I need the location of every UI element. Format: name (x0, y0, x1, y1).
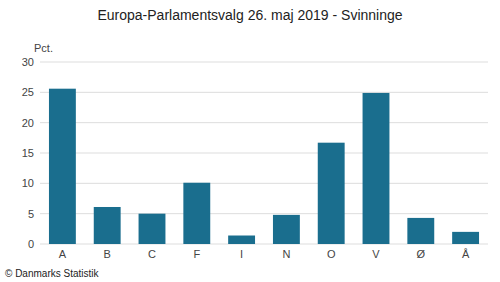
x-tick-label: C (148, 248, 156, 260)
y-tick-label: 15 (22, 147, 34, 159)
bar (363, 93, 390, 244)
bars (49, 89, 479, 244)
grid-line (40, 122, 488, 123)
x-tick-label: I (240, 248, 243, 260)
bar (407, 218, 434, 244)
x-tick-label: O (327, 248, 336, 260)
x-tick-label: B (104, 248, 111, 260)
y-tick-label: 30 (22, 56, 34, 68)
y-tick-label: 5 (28, 208, 34, 220)
chart-svg: Europa-Parlamentsvalg 26. maj 2019 - Svi… (0, 0, 500, 282)
y-tick-label: 0 (28, 238, 34, 250)
grid-line (40, 183, 488, 184)
y-tick-label: 10 (22, 177, 34, 189)
y-tick-label: 20 (22, 117, 34, 129)
bar (228, 236, 255, 244)
x-tick-label: Ø (417, 248, 426, 260)
bar (183, 183, 210, 244)
bar (49, 89, 76, 244)
chart-container: Europa-Parlamentsvalg 26. maj 2019 - Svi… (0, 0, 500, 282)
x-tick-label: F (193, 248, 200, 260)
bar (94, 207, 121, 244)
bar (273, 215, 300, 244)
y-axis-label: Pct. (34, 42, 53, 54)
x-tick-label: V (372, 248, 380, 260)
bar (139, 214, 166, 244)
title: Europa-Parlamentsvalg 26. maj 2019 - Svi… (97, 7, 402, 23)
x-tick-label: N (282, 248, 290, 260)
grid-line (40, 153, 488, 154)
bar (318, 143, 345, 244)
grid-line (40, 92, 488, 93)
footer: © Danmarks Statistik (5, 268, 100, 279)
x-tick-label: Å (462, 248, 470, 260)
x-tick-label: A (59, 248, 67, 260)
y-tick-label: 25 (22, 86, 34, 98)
grid-line (40, 62, 488, 63)
bar (452, 232, 479, 244)
grid (40, 62, 488, 244)
